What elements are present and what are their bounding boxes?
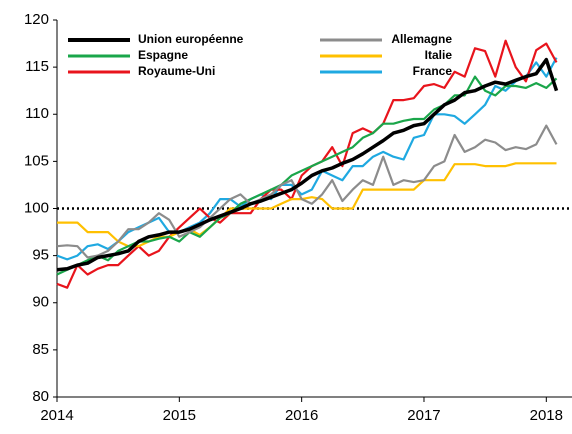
- y-tick-label: 80: [32, 388, 49, 405]
- series-line: [56, 57, 559, 272]
- legend-label: France: [413, 64, 453, 78]
- x-tick-label: 2018: [530, 407, 563, 424]
- series-line: [57, 162, 557, 248]
- series-line: [56, 124, 558, 259]
- y-tick-label: 120: [24, 11, 49, 28]
- y-tick-label: 105: [24, 152, 49, 169]
- y-tick-label: 95: [32, 247, 49, 264]
- y-tick-label: 115: [25, 58, 49, 75]
- legend-label: Espagne: [138, 48, 188, 62]
- series-line: [56, 75, 558, 276]
- x-tick-label: 2014: [40, 407, 73, 424]
- series-line: [56, 39, 558, 289]
- legend-label: Allemagne: [391, 32, 452, 46]
- y-tick-label: 100: [24, 199, 49, 216]
- y-tick-label: 110: [25, 105, 49, 122]
- legend-label: Royaume-Uni: [138, 64, 215, 78]
- x-tick-label: 2017: [407, 407, 440, 424]
- legend-label: Union européenne: [138, 32, 244, 46]
- legend-label: Italie: [425, 48, 453, 62]
- x-tick-label: 2015: [163, 407, 196, 424]
- y-tick-label: 90: [32, 294, 49, 311]
- series-line: [56, 57, 558, 261]
- y-tick-label: 85: [32, 341, 49, 358]
- x-tick-label: 2016: [285, 407, 318, 424]
